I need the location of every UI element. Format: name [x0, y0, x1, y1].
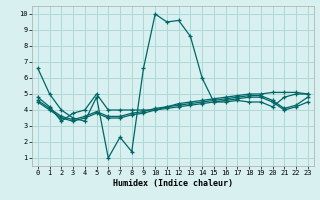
X-axis label: Humidex (Indice chaleur): Humidex (Indice chaleur) — [113, 179, 233, 188]
